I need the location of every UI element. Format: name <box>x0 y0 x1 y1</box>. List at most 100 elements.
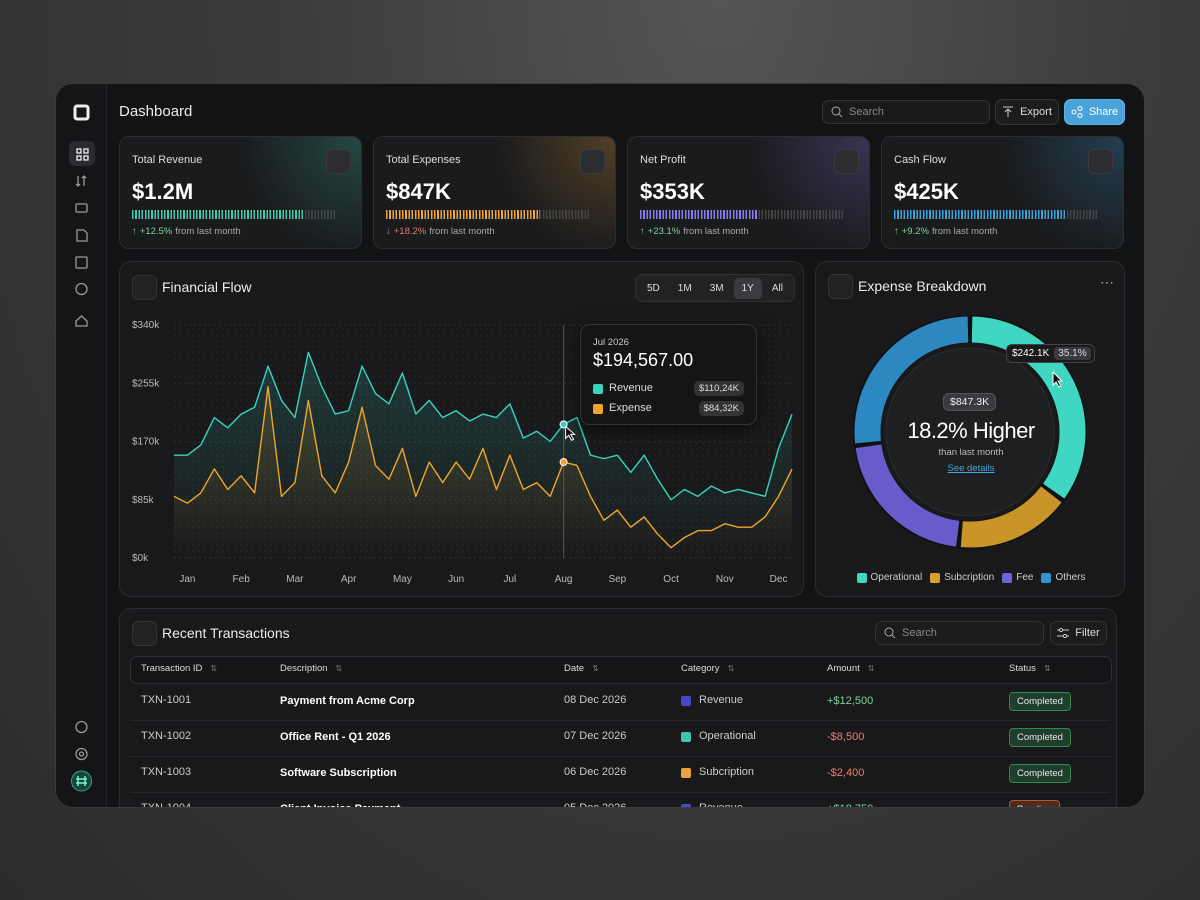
kpi-icon <box>326 149 351 174</box>
export-icon <box>1003 106 1014 117</box>
table-header <box>130 656 1112 684</box>
cell-id: TXN-1003 <box>141 766 192 778</box>
range-button[interactable]: All <box>771 282 783 294</box>
x-tick-label: Jan <box>179 574 195 585</box>
center-caption: than last month <box>938 447 1004 458</box>
kpi-progress-fill <box>386 210 541 219</box>
value-label: 35.1% <box>1054 347 1091 360</box>
center-link[interactable]: See details <box>947 463 995 474</box>
cell-amount: +$18,750 <box>827 803 873 807</box>
cell-category: Subcription <box>699 766 755 778</box>
y-tick-label: $85k <box>132 495 155 506</box>
app-window: Dashboard Search Export Share Total Reve… <box>55 83 1145 808</box>
donut-segment <box>855 444 960 547</box>
row-divider <box>130 792 1110 793</box>
status-badge: Pending <box>1009 800 1060 807</box>
kpi-note: from last month <box>175 226 241 237</box>
range-button[interactable]: 5D <box>647 282 660 294</box>
column-label: Status <box>1009 663 1036 674</box>
tooltip-series-name: Revenue <box>609 382 654 394</box>
cell-id: TXN-1002 <box>141 730 192 742</box>
more-menu[interactable]: ⋯ <box>1100 274 1114 290</box>
kpi-change: +12.5% <box>139 226 173 237</box>
donut-chart <box>853 315 1087 549</box>
cell-date: 07 Dec 2026 <box>564 730 627 742</box>
financial-flow-panel: Financial Flow 5D 1M 3M 1Y All $0k $85k $170k $… <box>119 261 804 597</box>
kpi-card: Cash Flow $425K ↑ +9.2% from last month <box>881 136 1124 249</box>
tooltip-swatch <box>593 404 603 414</box>
series-area <box>174 386 792 558</box>
kpi-note: from last month <box>683 226 749 237</box>
cursor <box>565 425 576 442</box>
search-placeholder: Search <box>849 106 884 118</box>
kpi-progress-fill <box>640 210 758 219</box>
kpi-value: $425K <box>894 179 959 204</box>
range-button[interactable]: 3M <box>709 282 724 294</box>
panel-title: Financial Flow <box>162 279 252 295</box>
table-search[interactable]: Search <box>875 621 1044 645</box>
export-label: Export <box>1020 106 1052 118</box>
line-chart: $0k $85k $170k $255k $340k Jan Feb Mar Apr May Jun… <box>132 320 793 585</box>
export-button[interactable]: Export <box>995 99 1059 125</box>
kpi-title: Net Profit <box>640 154 686 166</box>
sort-icon: ⇅ <box>727 664 735 673</box>
kpi-card: Total Revenue $1.2M ↑ +12.5% from last month <box>119 136 362 249</box>
x-tick-label: Jul <box>503 574 516 585</box>
tooltip-value: $84,32K <box>698 401 744 416</box>
sort-icon: ⇅ <box>335 664 343 673</box>
x-tick-label: Feb <box>233 574 251 585</box>
search-box[interactable]: Search <box>822 100 990 124</box>
hover-point <box>559 458 568 467</box>
legend-swatch <box>1041 572 1052 583</box>
cell-description: Client Invoice Payment <box>280 803 400 807</box>
category-swatch <box>681 804 691 807</box>
panel-icon <box>132 275 157 300</box>
column-header[interactable]: Category ⇅ <box>681 663 734 674</box>
column-header[interactable]: Date ⇅ <box>564 663 599 674</box>
kpi-icon <box>1088 149 1113 174</box>
column-header[interactable]: Status ⇅ <box>1009 663 1051 674</box>
logo <box>73 104 90 121</box>
row-divider <box>130 720 1110 721</box>
share-label: Share <box>1088 106 1119 118</box>
sort-icon: ⇅ <box>1043 664 1051 673</box>
legend-label: Others <box>1055 572 1086 583</box>
page-title: Dashboard <box>119 103 193 120</box>
x-tick-label: Oct <box>663 574 679 585</box>
panel-title: Expense Breakdown <box>858 278 987 294</box>
y-tick-label: $340k <box>132 320 160 331</box>
cell-amount: -$2,400 <box>827 767 865 779</box>
row-divider <box>130 756 1110 757</box>
center-amount: $847.3K <box>943 393 997 411</box>
search-icon <box>831 106 843 118</box>
x-tick-label: Jun <box>448 574 464 585</box>
category-swatch <box>681 768 691 778</box>
column-header[interactable]: Description ⇅ <box>280 663 342 674</box>
avatar-glyph <box>76 776 87 786</box>
share-button[interactable]: Share <box>1064 99 1125 125</box>
sort-icon: ⇅ <box>592 664 599 673</box>
status-badge: Completed <box>1009 728 1071 747</box>
kpi-change-row: ↑ +23.1% from last month <box>640 226 749 237</box>
legend-item: Others <box>1041 572 1085 583</box>
column-header[interactable]: Amount ⇅ <box>827 663 874 674</box>
cell-description: Payment from Acme Corp <box>280 695 415 707</box>
range-button[interactable]: 1Y <box>733 277 762 299</box>
x-tick-label: Mar <box>286 574 304 585</box>
x-tick-label: Apr <box>341 574 357 585</box>
cell-category: Revenue <box>699 694 744 706</box>
legend-item: Subcription <box>930 572 994 583</box>
cursor <box>1052 370 1064 388</box>
kpi-arrow: ↑ <box>640 226 645 237</box>
nav-icons <box>75 148 89 761</box>
range-button[interactable]: 1M <box>677 282 692 294</box>
column-header[interactable]: Transaction ID ⇅ <box>141 663 217 674</box>
kpi-title: Total Revenue <box>132 154 203 166</box>
kpi-arrow: ↑ <box>132 226 137 237</box>
filter-button[interactable]: Filter <box>1050 621 1107 645</box>
search-icon <box>884 627 896 639</box>
kpi-value: $847K <box>386 179 451 204</box>
series-line <box>173 385 793 549</box>
user-avatar[interactable] <box>71 770 92 792</box>
kpi-title: Total Expenses <box>386 154 461 166</box>
